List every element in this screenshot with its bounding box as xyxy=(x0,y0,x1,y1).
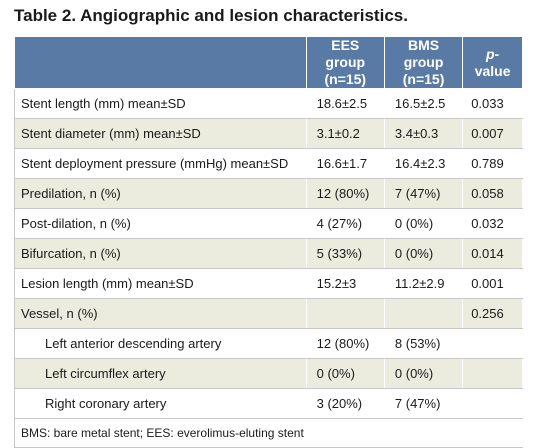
row-label: Lesion length (mm) mean±SD xyxy=(14,268,307,299)
table-footnote-row: BMS: bare metal stent; EES: everolimus-e… xyxy=(14,418,523,448)
row-bms-value: 0 (0%) xyxy=(383,208,464,239)
row-bms-value: 7 (47%) xyxy=(383,388,464,419)
table-row: Stent length (mm) mean±SD 18.6±2.5 16.5±… xyxy=(14,88,523,119)
row-bms-value: 3.4±0.3 xyxy=(383,118,464,149)
row-label: Right coronary artery xyxy=(14,388,307,419)
row-label: Bifurcation, n (%) xyxy=(14,238,307,269)
header-p-rest: -value xyxy=(474,45,511,79)
row-p-value xyxy=(462,328,523,359)
row-ees-value: 4 (27%) xyxy=(305,208,385,239)
table-caption: Table 2. Angiographic and lesion charact… xyxy=(14,6,408,25)
header-bms-line1: BMS group xyxy=(403,37,444,70)
row-ees-value: 15.2±3 xyxy=(305,268,385,299)
row-bms-value xyxy=(383,298,464,329)
table-row: Stent deployment pressure (mmHg) mean±SD… xyxy=(14,148,523,179)
row-bms-value: 7 (47%) xyxy=(383,178,464,209)
table-row: Left circumflex artery 0 (0%) 0 (0%) xyxy=(14,358,523,389)
row-label: Vessel, n (%) xyxy=(14,298,307,329)
row-p-value: 0.032 xyxy=(462,208,523,239)
row-ees-value: 12 (80%) xyxy=(305,328,385,359)
row-p-value: 0.033 xyxy=(462,88,523,119)
row-label: Stent deployment pressure (mmHg) mean±SD xyxy=(14,148,307,179)
row-label: Predilation, n (%) xyxy=(14,178,307,209)
row-p-value: 0.007 xyxy=(462,118,523,149)
row-p-value: 0.256 xyxy=(462,298,523,329)
row-bms-value: 0 (0%) xyxy=(383,238,464,269)
table-row: Predilation, n (%) 12 (80%) 7 (47%) 0.05… xyxy=(14,178,523,209)
characteristics-table: EES group (n=15) BMS group (n=15) p-valu… xyxy=(14,36,523,448)
row-bms-value: 11.2±2.9 xyxy=(383,268,464,299)
row-ees-value: 18.6±2.5 xyxy=(305,88,385,119)
table-row: Left anterior descending artery 12 (80%)… xyxy=(14,328,523,359)
header-p-value: p-value xyxy=(462,36,523,89)
row-bms-value: 0 (0%) xyxy=(383,358,464,389)
row-ees-value xyxy=(305,298,385,329)
row-label: Post-dilation, n (%) xyxy=(14,208,307,239)
table-header-row: EES group (n=15) BMS group (n=15) p-valu… xyxy=(14,36,523,89)
table-row: Right coronary artery 3 (20%) 7 (47%) xyxy=(14,388,523,419)
table-row: Stent diameter (mm) mean±SD 3.1±0.2 3.4±… xyxy=(14,118,523,149)
table-row: Post-dilation, n (%) 4 (27%) 0 (0%) 0.03… xyxy=(14,208,523,239)
table-row: Bifurcation, n (%) 5 (33%) 0 (0%) 0.014 xyxy=(14,238,523,269)
row-ees-value: 12 (80%) xyxy=(305,178,385,209)
header-ees-group: EES group (n=15) xyxy=(305,36,385,89)
row-p-value: 0.014 xyxy=(462,238,523,269)
header-bms-group: BMS group (n=15) xyxy=(383,36,464,89)
header-ees-line2: (n=15) xyxy=(324,71,367,87)
row-bms-value: 16.4±2.3 xyxy=(383,148,464,179)
row-label: Left anterior descending artery xyxy=(14,328,307,359)
header-blank-cell xyxy=(14,36,307,89)
row-label: Stent diameter (mm) mean±SD xyxy=(14,118,307,149)
header-ees-line1: EES group xyxy=(325,37,366,70)
header-bms-line2: (n=15) xyxy=(402,71,445,87)
table-footnote: BMS: bare metal stent; EES: everolimus-e… xyxy=(14,418,523,448)
row-label: Stent length (mm) mean±SD xyxy=(14,88,307,119)
row-label: Left circumflex artery xyxy=(14,358,307,389)
row-bms-value: 8 (53%) xyxy=(383,328,464,359)
row-ees-value: 3.1±0.2 xyxy=(305,118,385,149)
row-p-value: 0.058 xyxy=(462,178,523,209)
row-p-value xyxy=(462,358,523,389)
table-row: Lesion length (mm) mean±SD 15.2±3 11.2±2… xyxy=(14,268,523,299)
row-p-value: 0.789 xyxy=(462,148,523,179)
row-ees-value: 16.6±1.7 xyxy=(305,148,385,179)
row-ees-value: 5 (33%) xyxy=(305,238,385,269)
row-bms-value: 16.5±2.5 xyxy=(383,88,464,119)
row-p-value: 0.001 xyxy=(462,268,523,299)
row-p-value xyxy=(462,388,523,419)
header-p-letter: p xyxy=(485,45,495,62)
table-row: Vessel, n (%) 0.256 xyxy=(14,298,523,329)
row-ees-value: 3 (20%) xyxy=(305,388,385,419)
row-ees-value: 0 (0%) xyxy=(305,358,385,389)
